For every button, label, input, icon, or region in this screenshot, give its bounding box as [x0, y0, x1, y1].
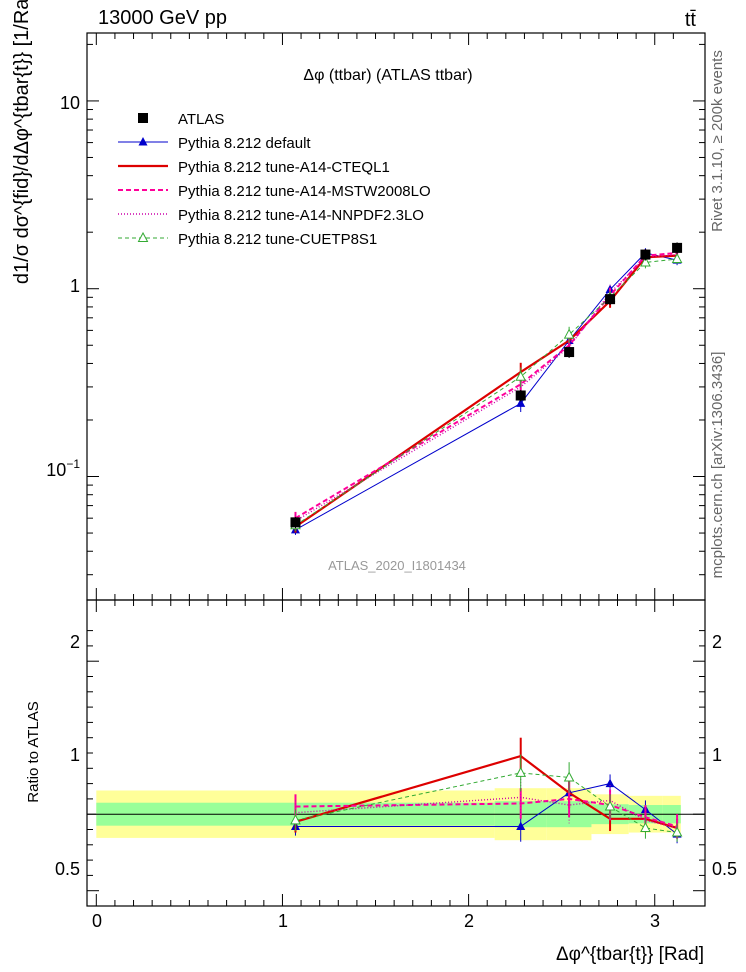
point-marker: [516, 398, 526, 407]
legend-marker-atlas: [138, 113, 148, 123]
ratio-line-magenta: [295, 797, 678, 828]
ratio-tick-label-0-right: 0.5: [712, 859, 737, 879]
atlas-data-point: [515, 390, 526, 401]
legend-label: Pythia 8.212 tune-A14-CTEQL1: [178, 159, 390, 176]
atlas-data-point: [290, 517, 301, 528]
ratio-point-marker: [604, 800, 616, 811]
series-line-magenta: [294, 251, 678, 520]
ratio-y-axis-label: Ratio to ATLAS: [25, 701, 42, 802]
ratio-point-marker: [290, 814, 301, 825]
y-tick-label-0: 10−1: [46, 457, 80, 480]
legend-label: Pythia 8.212 default: [178, 135, 311, 152]
atlas-data-point: [640, 249, 651, 260]
ratio-line-blue: [295, 783, 678, 835]
ratio-point-marker: [671, 826, 683, 837]
ratio-point-marker: [563, 771, 575, 782]
ratio-tick-label-2-right: 2: [712, 632, 722, 652]
ratio-point-marker: [515, 766, 527, 777]
point-marker: [640, 256, 651, 267]
mcplots-label: mcplots.cern.ch [arXiv:1306.3436]: [709, 352, 726, 579]
watermark: ATLAS_2020_I1801434: [328, 558, 466, 573]
point-marker: [671, 252, 683, 263]
series-line-magdot: [295, 253, 678, 522]
ratio-tick-label-0: 0.5: [55, 859, 80, 879]
y-axis-label: d1/σ dσ^{fid}/dΔφ^{tbar{t}} [1/Rad]: [11, 0, 33, 284]
ratio-plot-frame: [86, 599, 706, 907]
ratio-point-marker: [605, 778, 615, 788]
y-tick-label-1: 1: [70, 276, 80, 296]
series-line-blue: [295, 252, 678, 531]
atlas-data-point: [605, 294, 616, 305]
x-tick-label-3: 3: [650, 911, 660, 931]
legend-marker: [138, 137, 148, 146]
y-tick-label-2: 10: [60, 93, 80, 113]
x-tick-label-2: 2: [464, 911, 474, 931]
plot-title: Δφ (ttbar) (ATLAS ttbar): [303, 67, 472, 84]
x-tick-label-1: 1: [278, 911, 288, 931]
x-axis-label: Δφ^{tbar{t}} [Rad]: [556, 944, 704, 965]
ratio-series: [290, 737, 683, 844]
ratio-line-red: [295, 754, 678, 830]
atlas-data-point: [672, 242, 683, 253]
series-line-green: [295, 258, 678, 526]
atlas-data-point: [564, 347, 575, 358]
ratio-line-green: [295, 772, 678, 834]
legend-marker: [137, 231, 149, 242]
legend-label: ATLAS: [178, 111, 224, 128]
ratio-point-marker: [640, 821, 651, 832]
y-axis-label-text: d1/σ dσ^{fid}/dΔφ^{tbar{t}} [1/Rad]: [11, 0, 33, 284]
axis-ticks: [87, 33, 705, 906]
ratio-tick-label-1: 1: [70, 745, 80, 765]
ratio-tick-label-1-right: 1: [712, 745, 722, 765]
point-marker: [563, 328, 575, 339]
legend-label: Pythia 8.212 tune-A14-NNPDF2.3LO: [178, 207, 424, 224]
x-tick-label-0: 0: [92, 911, 102, 931]
header-right: tt̄: [685, 9, 697, 31]
series-line-red: [294, 254, 678, 528]
legend-label: Pythia 8.212 tune-A14-MSTW2008LO: [178, 183, 431, 200]
uncertainty-bands: [87, 788, 705, 841]
header-left: 13000 GeV pp: [98, 7, 227, 29]
ratio-point-marker: [516, 821, 526, 830]
legend: ATLAS Pythia 8.212 default Pythia 8.212 tu…: [118, 111, 431, 248]
rivet-version-label: Rivet 3.1.10, ≥ 200k events: [709, 50, 726, 232]
point-marker: [515, 370, 527, 381]
ratio-tick-label-2: 2: [70, 632, 80, 652]
main-series: [290, 242, 683, 535]
legend-label: Pythia 8.212 tune-CUETP8S1: [178, 231, 377, 248]
